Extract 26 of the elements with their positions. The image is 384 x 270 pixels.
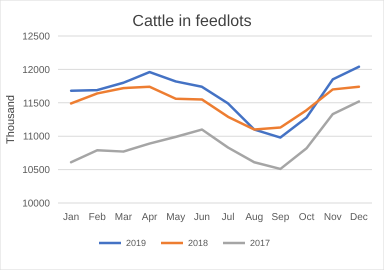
legend-label: 2019 xyxy=(126,238,146,248)
y-tick-label: 10500 xyxy=(22,165,50,176)
x-tick-label: Aug xyxy=(245,212,264,223)
line-series xyxy=(70,100,360,170)
x-tick-label: Nov xyxy=(324,212,342,223)
x-tick-label: Dec xyxy=(350,212,368,223)
x-tick-label: Mar xyxy=(114,212,133,223)
x-tick-label: May xyxy=(166,212,186,223)
y-tick-label: 10000 xyxy=(22,198,50,210)
x-tick-label: Jun xyxy=(194,212,210,223)
line-series xyxy=(70,65,360,139)
y-tick-label: 11000 xyxy=(22,132,50,143)
y-tick-label: 12500 xyxy=(22,32,50,42)
x-tick-label: Sep xyxy=(272,212,290,223)
y-tick-label: 11500 xyxy=(22,98,50,110)
x-tick-label: Jan xyxy=(63,212,80,223)
x-tick-label: Oct xyxy=(298,212,315,223)
y-axis-title: Thousand xyxy=(5,95,17,144)
chart-title: Cattle in feedlots xyxy=(132,13,252,30)
x-tick-label: Feb xyxy=(88,212,106,223)
legend-label: 2017 xyxy=(250,238,270,248)
legend-label: 2018 xyxy=(188,238,208,248)
x-tick-label: Jul xyxy=(222,212,234,223)
x-tick-label: Apr xyxy=(142,212,158,223)
y-tick-label: 12000 xyxy=(22,64,50,76)
line-series xyxy=(70,86,360,131)
